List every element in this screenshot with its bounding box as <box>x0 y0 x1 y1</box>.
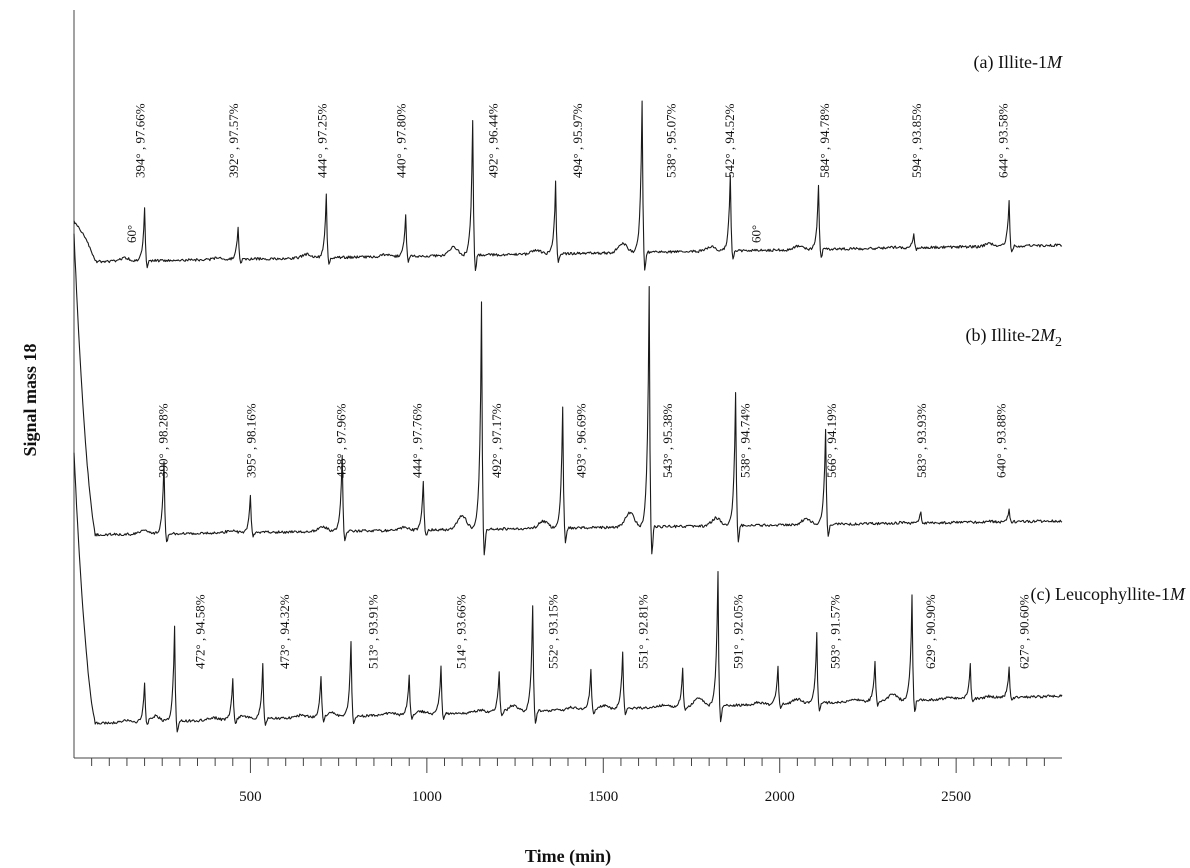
peak-annotation: 583° , 93.93% <box>914 403 929 478</box>
peak-annotation: 473° , 94.32% <box>277 594 292 669</box>
peak-annotation: 629° , 90.90% <box>923 594 938 669</box>
peak-annotation: 60° <box>748 225 763 243</box>
peak-annotation: 438° , 97.96% <box>334 403 349 478</box>
peak-annotation: 513° , 93.91% <box>365 594 380 669</box>
peak-annotation: 542° , 94.52% <box>722 103 737 178</box>
peak-annotation: 593° , 91.57% <box>828 594 843 669</box>
peak-annotation: 543° , 95.38% <box>660 403 675 478</box>
peak-annotation: 494° , 95.97% <box>570 103 585 178</box>
peak-annotation: 514° , 93.66% <box>454 594 469 669</box>
x-tick-label: 500 <box>239 789 262 805</box>
peak-annotations: 394° , 97.66% 392° , 97.57% 444° , 97.25% 4… <box>124 103 1032 669</box>
peak-annotation: 444° , 97.25% <box>314 103 329 178</box>
peak-annotation: 594° , 93.85% <box>909 103 924 178</box>
peak-annotation: 440° , 97.80% <box>394 103 409 178</box>
x-tick-label: 2500 <box>941 789 971 805</box>
series-name-1: (a) Illite-1M <box>974 52 1063 73</box>
peak-annotation: 640° , 93.88% <box>994 403 1009 478</box>
x-axis-ticks: 500 1000 1500 2000 2500 <box>91 758 1045 805</box>
peak-annotation: 392° , 97.57% <box>226 103 241 178</box>
peak-annotation: 472° , 94.58% <box>193 594 208 669</box>
peak-annotation: 492° , 96.44% <box>485 103 500 178</box>
traces <box>73 100 1063 733</box>
peak-annotation: 493° , 96.69% <box>574 403 589 478</box>
series-trace-2 <box>73 233 1063 556</box>
peak-annotation: 394° , 97.66% <box>133 103 148 178</box>
peak-annotation: 444° , 97.76% <box>410 403 425 478</box>
axes: 500 1000 1500 2000 2500 <box>73 10 1062 805</box>
peak-annotation: 584° , 94.78% <box>817 103 832 178</box>
series-trace-3 <box>73 452 1063 733</box>
peak-annotation: 538° , 94.74% <box>738 403 753 478</box>
peak-annotation: 552° , 93.15% <box>545 594 560 669</box>
series-name-3: (c) Leucophyllite-1M <box>1031 584 1186 605</box>
peak-annotation: 551° , 92.81% <box>635 594 650 669</box>
peak-annotation: 390° , 98.28% <box>156 403 171 478</box>
x-tick-label: 2000 <box>765 789 795 805</box>
x-axis-label: Time (min) <box>525 846 611 867</box>
peak-annotation: 492° , 97.17% <box>489 403 504 478</box>
y-axis-label: Signal mass 18 <box>20 343 40 456</box>
x-tick-label: 1000 <box>412 789 442 805</box>
peak-annotation: 627° , 90.60% <box>1016 594 1031 669</box>
series-trace-1 <box>73 100 1063 272</box>
peak-annotation: 591° , 92.05% <box>731 594 746 669</box>
peak-annotation: 395° , 98.16% <box>244 403 259 478</box>
peak-annotation: 644° , 93.58% <box>995 103 1010 178</box>
series-name-2: (b) Illite-2M2 <box>966 325 1062 350</box>
peak-annotation: 538° , 95.07% <box>664 103 679 178</box>
peak-annotation: 60° <box>124 225 139 243</box>
peak-annotation: 566° , 94.19% <box>824 403 839 478</box>
x-tick-label: 1500 <box>588 789 618 805</box>
